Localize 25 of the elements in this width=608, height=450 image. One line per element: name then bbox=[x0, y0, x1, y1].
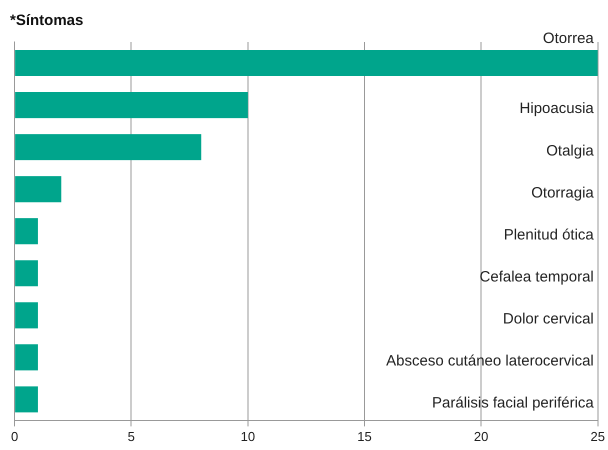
bar bbox=[15, 260, 38, 286]
y-tick-label: Otorrea bbox=[542, 30, 594, 48]
bar bbox=[15, 176, 62, 202]
x-tick-label: 0 bbox=[11, 428, 18, 444]
bar bbox=[15, 50, 598, 76]
bar bbox=[15, 344, 38, 370]
y-tick-label: Otorragia bbox=[531, 184, 594, 202]
y-tick-label: Otalgia bbox=[546, 142, 594, 160]
x-tick-label: 10 bbox=[240, 428, 256, 444]
x-tick-label: 5 bbox=[128, 428, 135, 444]
bar bbox=[15, 92, 248, 118]
y-tick-label: Hipoacusia bbox=[520, 100, 594, 118]
y-tick-label: Cefalea temporal bbox=[480, 268, 594, 286]
x-tick-label: 15 bbox=[357, 428, 372, 444]
y-tick-label: Dolor cervical bbox=[502, 310, 594, 328]
y-tick-label: Plenitud ótica bbox=[504, 226, 594, 244]
bar bbox=[15, 218, 38, 244]
bar bbox=[15, 134, 202, 160]
y-tick-label: Parálisis facial periférica bbox=[432, 394, 594, 412]
bar bbox=[15, 386, 38, 412]
x-tick-label: 20 bbox=[474, 428, 488, 444]
chart-title: *Síntomas bbox=[10, 12, 84, 30]
bar bbox=[15, 302, 38, 328]
y-tick-label: Absceso cutáneo laterocervical bbox=[386, 352, 594, 370]
x-tick-label: 25 bbox=[590, 428, 606, 444]
